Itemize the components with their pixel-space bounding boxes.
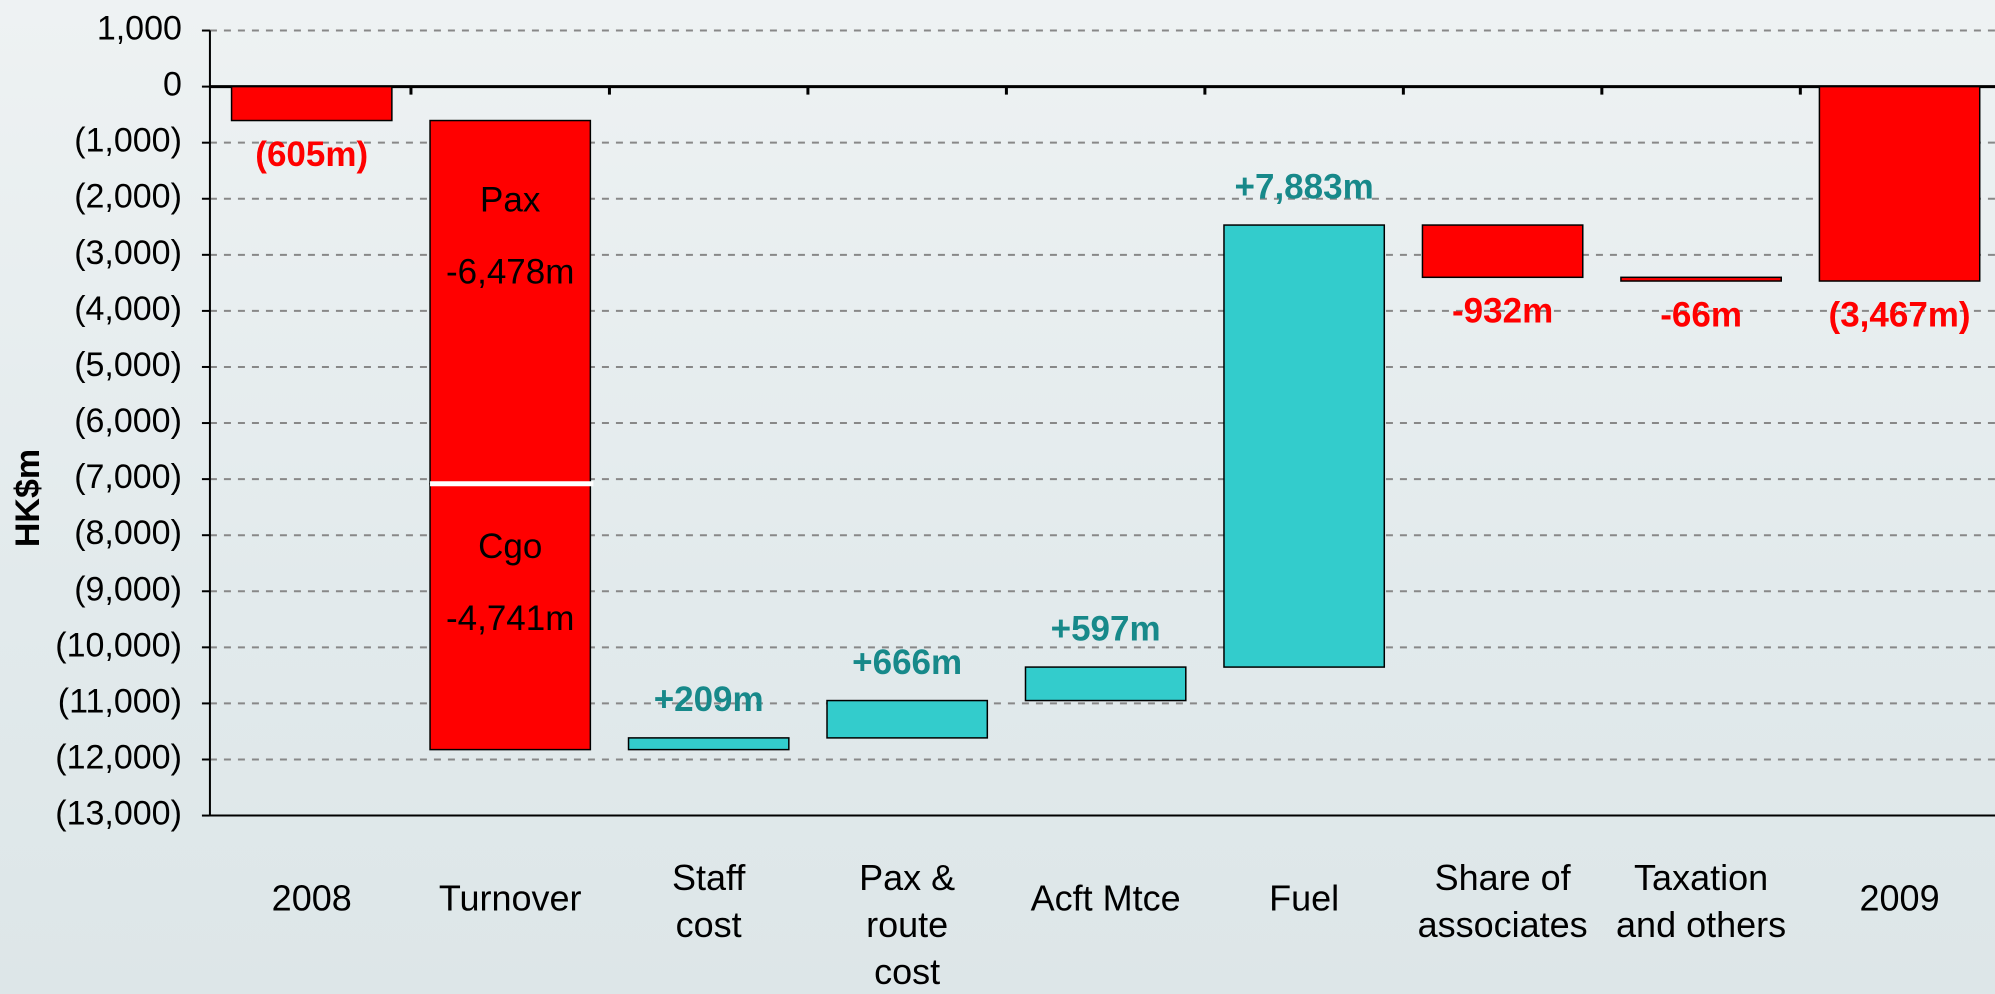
y-tick-label: (11,000) bbox=[58, 682, 182, 720]
data-label: (3,467m) bbox=[1829, 295, 1971, 334]
data-label: (605m) bbox=[255, 135, 368, 174]
bar bbox=[1620, 276, 1782, 282]
data-label: -4,741m bbox=[446, 599, 574, 638]
x-tick-label: Share of bbox=[1435, 857, 1572, 898]
bar bbox=[230, 85, 393, 122]
bar bbox=[1421, 224, 1584, 279]
y-tick-label: (10,000) bbox=[55, 626, 182, 664]
y-tick-label: (5,000) bbox=[74, 346, 182, 384]
data-label: +209m bbox=[654, 680, 764, 719]
bar bbox=[429, 483, 592, 751]
y-tick-label: (12,000) bbox=[55, 738, 182, 776]
data-label: -6,478m bbox=[446, 253, 574, 292]
x-tick-label: 2008 bbox=[272, 877, 352, 918]
bar bbox=[826, 699, 989, 739]
y-tick-label: (1,000) bbox=[74, 122, 182, 160]
segment-name: Cgo bbox=[478, 527, 542, 566]
x-tick-label: cost bbox=[676, 904, 742, 945]
data-label: -66m bbox=[1660, 295, 1742, 334]
segment-name: Pax bbox=[480, 181, 541, 220]
bar bbox=[627, 737, 790, 751]
x-tick-label: Turnover bbox=[439, 877, 582, 918]
y-tick-label: 1,000 bbox=[97, 10, 182, 48]
x-tick-label: 2009 bbox=[1860, 877, 1940, 918]
data-label: +666m bbox=[852, 643, 962, 682]
bar bbox=[429, 119, 592, 485]
y-tick-label: 0 bbox=[163, 66, 182, 104]
x-tick-label: and others bbox=[1616, 904, 1786, 945]
x-tick-label: Pax & bbox=[859, 857, 955, 898]
data-label: +597m bbox=[1051, 609, 1161, 648]
bar bbox=[1024, 666, 1187, 702]
y-axis-label: HK$m bbox=[9, 449, 47, 547]
y-tick-label: (9,000) bbox=[74, 570, 182, 608]
y-tick-label: (3,000) bbox=[74, 234, 182, 272]
y-tick-label: (4,000) bbox=[74, 290, 182, 328]
x-tick-label: Staff bbox=[672, 857, 746, 898]
y-tick-label: (13,000) bbox=[55, 795, 182, 833]
x-tick-label: Fuel bbox=[1269, 877, 1339, 918]
y-tick-label: (8,000) bbox=[74, 514, 182, 552]
x-tick-label: associates bbox=[1418, 904, 1588, 945]
y-tick-label: (2,000) bbox=[74, 178, 182, 216]
x-tick-label: Taxation bbox=[1634, 857, 1768, 898]
x-tick-label: route bbox=[866, 904, 948, 945]
y-tick-label: (7,000) bbox=[74, 458, 182, 496]
data-label: +7,883m bbox=[1235, 167, 1374, 206]
y-tick-label: (6,000) bbox=[74, 402, 182, 440]
bar bbox=[1818, 85, 1981, 282]
x-tick-label: Acft Mtce bbox=[1031, 877, 1181, 918]
bar bbox=[1223, 224, 1386, 668]
data-label: -932m bbox=[1452, 292, 1553, 331]
x-tick-label: cost bbox=[874, 951, 940, 992]
